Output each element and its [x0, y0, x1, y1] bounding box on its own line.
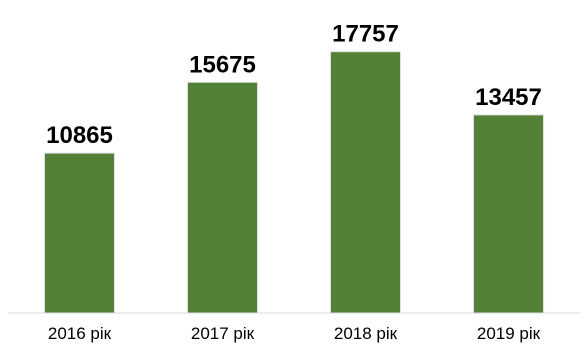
bar-value-label-0: 10865: [46, 122, 113, 149]
x-tick-label-1: 2017 рік: [191, 324, 255, 343]
bar-value-label-1: 15675: [189, 51, 256, 78]
bar-value-label-2: 17757: [332, 21, 399, 48]
x-tick-label-2: 2018 рік: [334, 324, 398, 343]
x-tick-label-0: 2016 рік: [48, 324, 112, 343]
bars-group: [44, 51, 544, 314]
bar-2: [330, 51, 401, 314]
x-tick-labels-group: 2016 рік 2017 рік 2018 рік 2019 рік: [48, 324, 541, 343]
bar-1: [187, 81, 258, 314]
bar-value-label-3: 13457: [475, 84, 542, 111]
bar-3: [473, 114, 544, 314]
value-labels-group: 10865 15675 17757 13457: [46, 21, 542, 149]
bar-0: [44, 152, 115, 314]
x-tick-label-3: 2019 рік: [477, 324, 541, 343]
